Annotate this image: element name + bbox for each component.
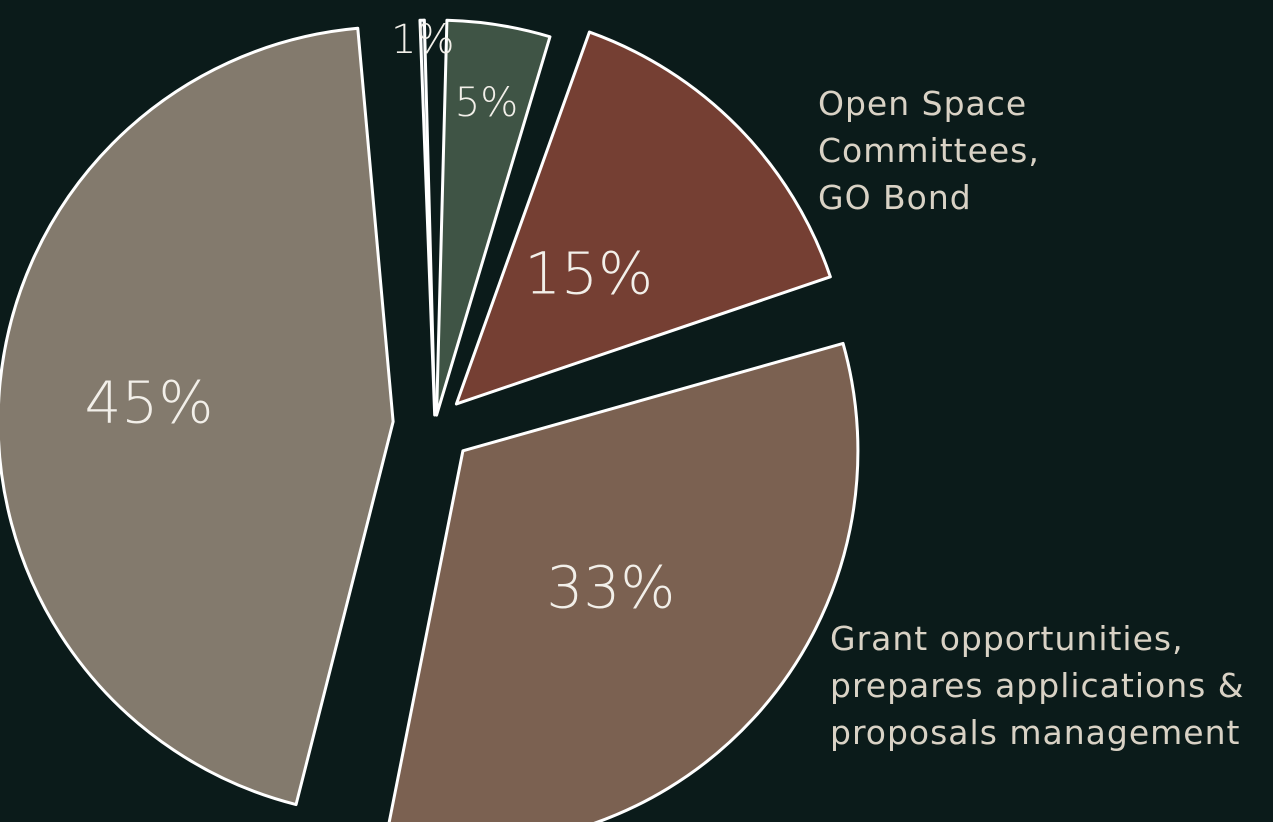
pie-slice-15-percent: [454, 30, 832, 406]
pie-slice-33-percent: [387, 341, 860, 822]
slice-label-5-percent: 5%: [455, 80, 518, 126]
annotation-grant: Grant opportunities, prepares applicatio…: [830, 619, 1245, 752]
slice-label-1-percent: 1%: [391, 17, 454, 63]
pie-slice-1-percent: [418, 18, 437, 417]
slice-label-15-percent: 15%: [524, 240, 653, 308]
annotation-open-space: Open Space Committees, GO Bond: [818, 84, 1040, 217]
pie-slice-45-percent: [0, 26, 395, 807]
pie-slice-5-percent: [435, 18, 552, 417]
slice-label-33-percent: 33%: [546, 553, 675, 621]
slice-label-45-percent: 45%: [85, 368, 214, 436]
